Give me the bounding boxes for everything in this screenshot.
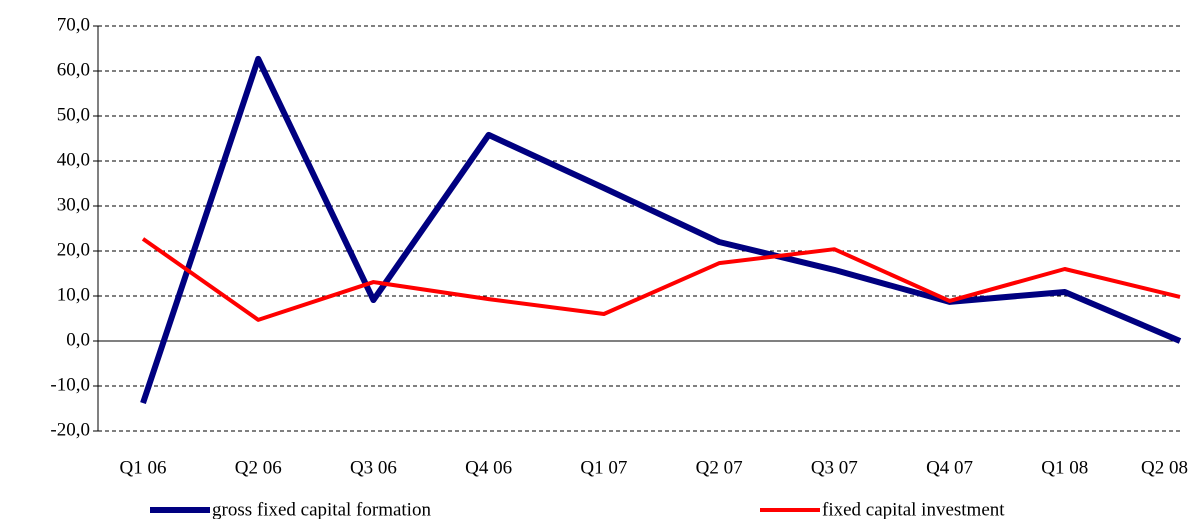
x-tick-label: Q4 07 <box>926 457 973 478</box>
legend-label: gross fixed capital formation <box>212 499 431 519</box>
y-tick-label: 30,0 <box>57 194 90 215</box>
y-tick-label: 0,0 <box>66 329 90 350</box>
legend-label: fixed capital investment <box>822 499 1005 519</box>
y-tick-label: 70,0 <box>57 14 90 35</box>
x-tick-label: Q2 06 <box>235 457 282 478</box>
x-tick-label: Q4 06 <box>465 457 512 478</box>
x-tick-label: Q1 07 <box>580 457 627 478</box>
y-tick-label: 10,0 <box>57 284 90 305</box>
x-tick-label: Q1 08 <box>1041 457 1088 478</box>
y-tick-label: 20,0 <box>57 239 90 260</box>
series-line <box>141 237 1181 322</box>
x-tick-label: Q3 06 <box>350 457 397 478</box>
y-tick-label: 40,0 <box>57 149 90 170</box>
y-tick-label: -20,0 <box>50 419 90 440</box>
series-line <box>140 55 1182 405</box>
x-tick-label: Q2 07 <box>696 457 743 478</box>
x-tick-label: Q3 07 <box>811 457 858 478</box>
y-tick-label: 50,0 <box>57 104 90 125</box>
y-tick-label: -10,0 <box>50 374 90 395</box>
x-tick-label: Q2 08 <box>1141 457 1188 478</box>
y-tick-label: 60,0 <box>57 59 90 80</box>
x-tick-label: Q1 06 <box>120 457 167 478</box>
